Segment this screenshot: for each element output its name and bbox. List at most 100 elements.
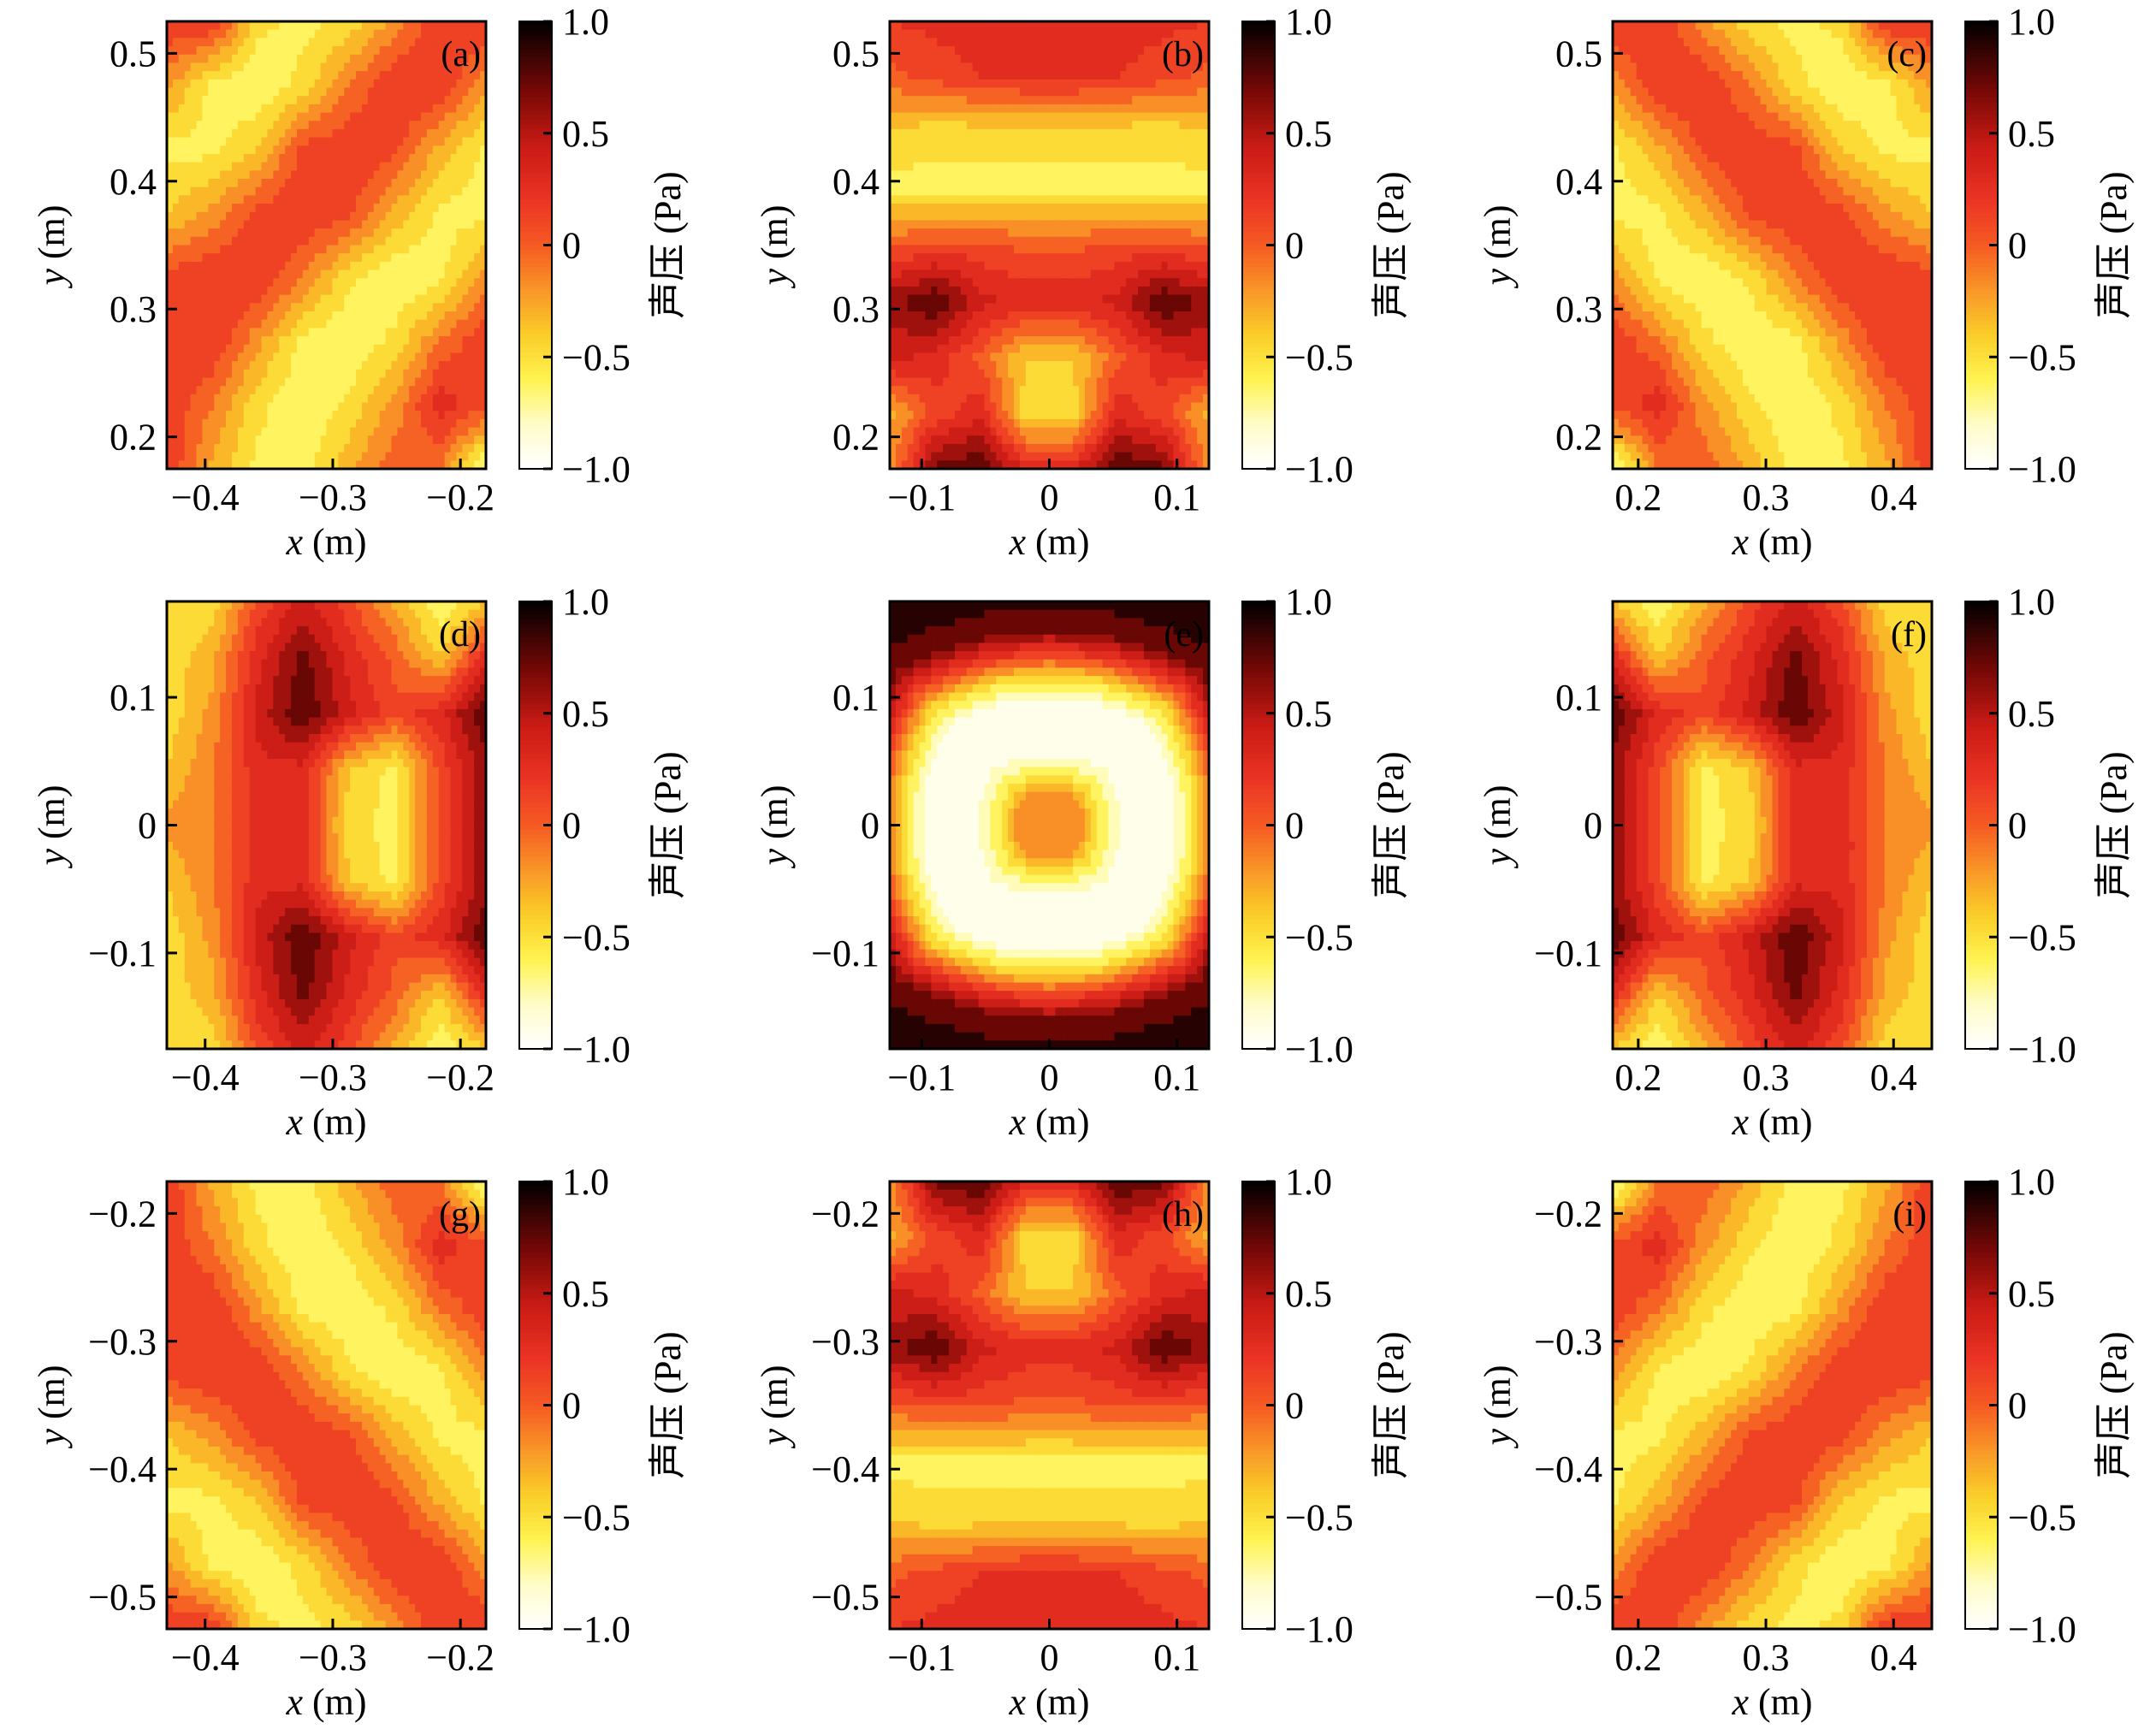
contour-cell xyxy=(456,104,463,113)
contour-cell xyxy=(1091,246,1098,254)
contour-cell xyxy=(344,96,351,104)
contour-cell xyxy=(1014,163,1021,171)
contour-cell xyxy=(1109,46,1116,55)
contour-cell xyxy=(285,237,292,246)
contour-cell xyxy=(380,278,387,287)
contour-cell xyxy=(214,212,221,221)
contour-cell xyxy=(350,55,357,63)
contour-cell xyxy=(1144,311,1151,320)
contour-cell xyxy=(1174,154,1181,163)
contour-cell xyxy=(321,179,328,187)
contour-cell xyxy=(949,55,956,63)
contour-cell xyxy=(1197,237,1204,246)
colorbar-strip xyxy=(519,330,552,335)
contour-cell xyxy=(1085,163,1092,171)
contour-cell xyxy=(202,87,209,96)
contour-cell xyxy=(1179,154,1186,163)
contour-cell xyxy=(1055,55,1062,63)
contour-cell xyxy=(1168,262,1175,270)
contour-cell xyxy=(961,113,968,121)
contour-cell xyxy=(191,370,198,378)
contour-cell xyxy=(439,154,446,163)
contour-cell xyxy=(344,21,351,30)
contour-cell xyxy=(262,295,269,304)
contour-cell xyxy=(362,80,369,88)
contour-cell xyxy=(1132,138,1139,146)
contour-cell xyxy=(421,195,428,204)
contour-cell xyxy=(197,419,204,428)
contour-cell xyxy=(433,87,440,96)
contour-cell xyxy=(197,187,204,196)
contour-cell xyxy=(996,311,1003,320)
contour-cell xyxy=(279,262,286,270)
contour-cell xyxy=(244,170,251,179)
contour-cell xyxy=(1114,270,1121,279)
contour-cell xyxy=(391,170,398,179)
contour-cell xyxy=(1114,104,1121,113)
contour-cell xyxy=(1144,262,1151,270)
contour-cell xyxy=(232,220,239,228)
contour-cell xyxy=(931,21,938,30)
contour-cell xyxy=(445,419,452,428)
contour-cell xyxy=(1162,154,1169,163)
contour-cell xyxy=(238,270,245,279)
contour-cell xyxy=(1050,96,1057,104)
contour-cell xyxy=(315,453,322,461)
contour-cell xyxy=(1168,129,1175,138)
contour-cell xyxy=(368,270,375,279)
contour-cell xyxy=(1026,228,1033,237)
contour-cell xyxy=(350,370,357,378)
contour-cell xyxy=(1162,195,1169,204)
contour-cell xyxy=(1038,154,1045,163)
contour-cell xyxy=(1120,220,1127,228)
contour-cell xyxy=(362,129,369,138)
contour-cell xyxy=(474,370,481,378)
contour-cell xyxy=(961,278,968,287)
contour-cell xyxy=(1038,113,1045,121)
contour-cell xyxy=(397,394,404,403)
contour-cell xyxy=(350,361,357,370)
contour-cell xyxy=(250,46,257,55)
contour-cell xyxy=(250,287,257,295)
contour-cell xyxy=(344,419,351,428)
contour-cell xyxy=(1008,311,1015,320)
contour-cell xyxy=(338,394,345,403)
contour-cell xyxy=(421,278,428,287)
contour-cell xyxy=(332,403,339,412)
contour-cell xyxy=(273,104,280,113)
contour-cell xyxy=(303,46,310,55)
contour-cell xyxy=(1114,80,1121,88)
contour-cell xyxy=(1073,237,1080,246)
contour-cell xyxy=(386,270,393,279)
contour-cell xyxy=(338,377,345,386)
contour-cell xyxy=(1162,179,1169,187)
contour-cell xyxy=(1038,204,1045,212)
contour-cell xyxy=(226,278,233,287)
contour-cell xyxy=(925,80,932,88)
contour-cell xyxy=(185,453,192,461)
contour-cell xyxy=(1067,121,1074,129)
contour-cell xyxy=(1085,195,1092,204)
contour-cell xyxy=(1014,253,1021,262)
contour-cell xyxy=(267,96,274,104)
contour-cell xyxy=(1126,228,1133,237)
contour-cell xyxy=(386,295,393,304)
contour-cell xyxy=(456,270,463,279)
contour-cell xyxy=(931,311,938,320)
contour-cell xyxy=(1067,278,1074,287)
colorbar-strip xyxy=(519,411,552,416)
contour-cell xyxy=(896,55,903,63)
contour-cell xyxy=(1109,204,1116,212)
contour-cell xyxy=(1179,179,1186,187)
contour-cell xyxy=(1185,287,1192,295)
contour-cell xyxy=(327,138,334,146)
contour-cell xyxy=(362,246,369,254)
contour-cell xyxy=(1126,71,1133,80)
contour-cell xyxy=(397,187,404,196)
contour-cell xyxy=(238,237,245,246)
colorbar-strip xyxy=(519,348,552,353)
contour-cell xyxy=(214,163,221,171)
contour-cell xyxy=(1085,71,1092,80)
contour-cell xyxy=(238,154,245,163)
contour-cell xyxy=(238,278,245,287)
